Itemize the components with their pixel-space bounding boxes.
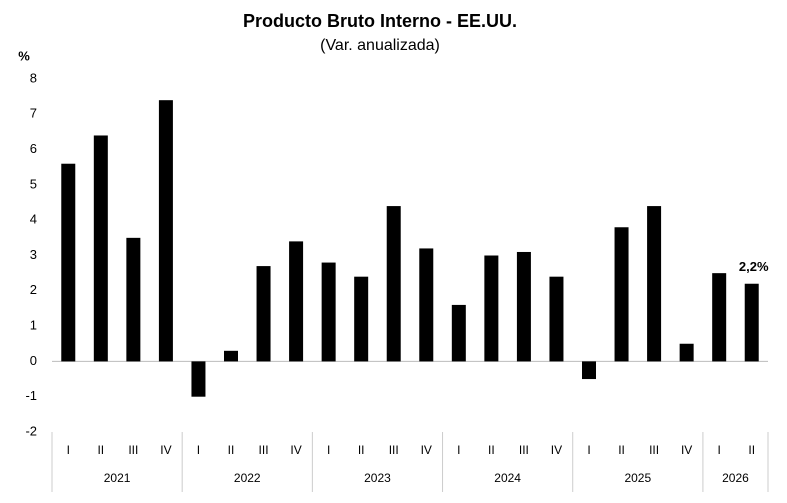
y-tick-label: 3: [30, 247, 37, 262]
year-label: 2024: [494, 471, 521, 485]
x-tick-label: III: [128, 443, 138, 457]
bar: [712, 273, 727, 362]
x-tick-label: I: [327, 443, 330, 457]
x-tick-label: III: [389, 443, 399, 457]
y-tick-label: -1: [25, 388, 37, 403]
bar: [61, 163, 76, 362]
x-tick-label: I: [587, 443, 590, 457]
chart-subtitle: (Var. anualizada): [320, 37, 440, 54]
bar: [158, 100, 173, 362]
y-tick-label: -2: [25, 423, 37, 438]
bar: [679, 343, 694, 362]
x-tick-label: III: [649, 443, 659, 457]
bar: [419, 248, 434, 362]
x-tick-label: IV: [681, 443, 692, 457]
y-tick-label: 2: [30, 282, 37, 297]
year-label: 2026: [722, 471, 749, 485]
bar: [386, 206, 401, 362]
x-tick-label: III: [259, 443, 269, 457]
bar: [484, 255, 499, 362]
y-tick-label: 5: [30, 176, 37, 191]
y-tick-label: 8: [30, 70, 37, 85]
x-tick-label: II: [97, 443, 104, 457]
x-tick-label: III: [519, 443, 529, 457]
x-tick-label: II: [748, 443, 755, 457]
bar: [224, 350, 238, 362]
x-tick-label: I: [718, 443, 721, 457]
x-tick-label: I: [67, 443, 70, 457]
bar: [289, 241, 304, 362]
bar: [549, 276, 564, 362]
bar: [126, 237, 141, 362]
x-tick-label: IV: [551, 443, 562, 457]
bar: [647, 206, 662, 362]
value-label: 2,2%: [739, 259, 769, 274]
y-tick-label: 1: [30, 318, 37, 333]
y-tick-label: 7: [30, 106, 37, 121]
chart-title: Producto Bruto Interno - EE.UU.: [243, 11, 517, 31]
x-tick-label: I: [197, 443, 200, 457]
y-tick-label: 0: [30, 353, 37, 368]
bar: [93, 135, 108, 362]
x-tick-label: I: [457, 443, 460, 457]
bar: [614, 227, 629, 362]
year-label: 2025: [624, 471, 651, 485]
bar: [191, 361, 206, 397]
y-axis-label: %: [18, 48, 30, 63]
x-tick-label: IV: [160, 443, 171, 457]
x-tick-label: II: [228, 443, 235, 457]
x-tick-label: II: [488, 443, 495, 457]
x-tick-label: IV: [290, 443, 301, 457]
x-tick-label: IV: [421, 443, 432, 457]
y-tick-label: 4: [30, 212, 37, 227]
bar: [256, 266, 271, 362]
x-tick-label: II: [618, 443, 625, 457]
y-tick-label: 6: [30, 141, 37, 156]
bar: [516, 251, 531, 362]
year-label: 2023: [364, 471, 391, 485]
year-label: 2022: [234, 471, 261, 485]
bar: [321, 262, 336, 362]
bar: [744, 283, 759, 362]
x-tick-label: II: [358, 443, 365, 457]
bar: [582, 361, 596, 380]
bar: [451, 304, 466, 362]
year-label: 2021: [104, 471, 131, 485]
bar: [354, 276, 369, 362]
